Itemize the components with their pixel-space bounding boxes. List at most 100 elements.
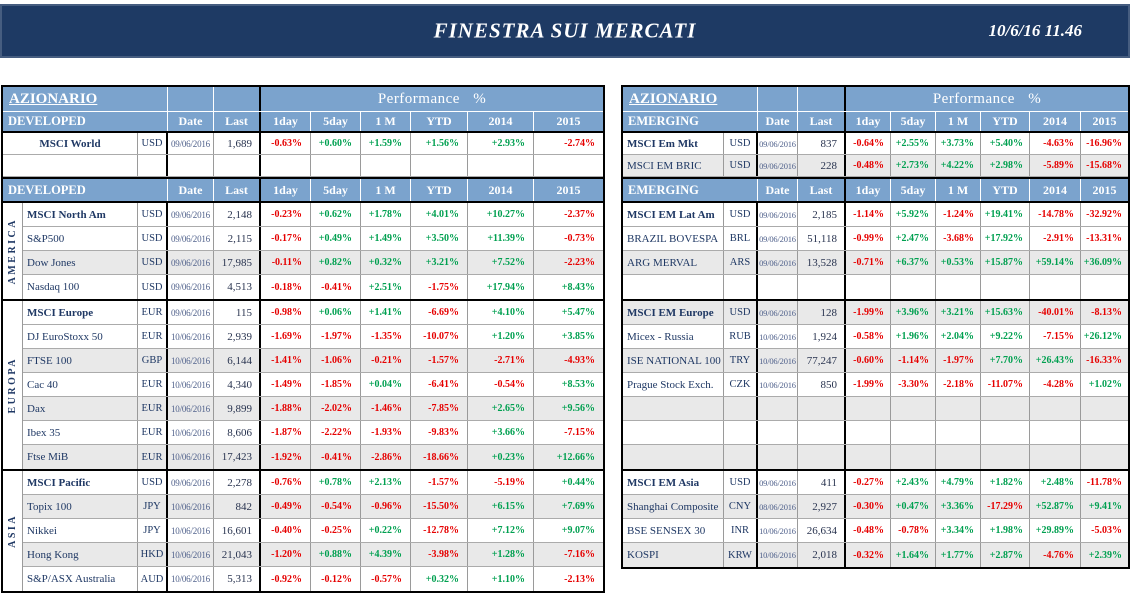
perf-1m: -3.68%	[936, 227, 981, 250]
last-price: 17,423	[214, 445, 261, 469]
perf-1m: +0.32%	[361, 251, 411, 274]
instrument-name: MSCI Em Mkt	[623, 133, 724, 154]
perf-2015: -5.03%	[1091, 525, 1122, 536]
perf-2014: -4.76%	[1030, 543, 1081, 567]
instrument-name: KOSPI	[623, 543, 724, 567]
perf-2015: -16.96%	[1086, 138, 1122, 149]
instrument-name: MSCI EM Europe	[623, 301, 724, 324]
perf-1m: +4.39%	[361, 543, 411, 566]
perf-2015: +5.47%	[561, 307, 595, 318]
perf-1day: -0.49%	[261, 495, 311, 518]
perf-ytd: +4.01%	[411, 203, 468, 226]
perf-2015	[1081, 275, 1128, 299]
perf-1day: -0.76%	[261, 471, 311, 494]
section-header: EMERGING	[623, 112, 758, 131]
last-price: 5,313	[214, 567, 261, 591]
last-price: 17,985	[214, 251, 261, 274]
perf-1m: +2.04%	[936, 325, 981, 348]
perf-1m: -1.46%	[361, 397, 411, 420]
price-date: 09/06/2016	[168, 203, 214, 226]
perf-5day: -0.25%	[311, 519, 361, 542]
perf-2015: -2.23%	[564, 257, 595, 268]
last-price: 2,018	[798, 543, 846, 567]
perf-5day: -3.30%	[891, 373, 936, 396]
currency-code: KRW	[724, 543, 758, 567]
currency-code: BRL	[724, 227, 758, 250]
perf-1m: +1.77%	[936, 543, 981, 567]
table-row: Ibex 35 EUR 10/06/2016 8,606 -1.87% -2.22% -1.…	[23, 421, 603, 445]
perf-1m	[936, 421, 981, 444]
col-header-1day: 1day	[846, 112, 891, 131]
perf-1day	[261, 155, 311, 176]
instrument-name: Ftse MiB	[23, 445, 138, 469]
perf-1m: +3.34%	[936, 519, 981, 542]
title-banner: FINESTRA SUI MERCATI 10/6/16 11.46	[0, 4, 1130, 58]
perf-ytd	[981, 397, 1030, 420]
col-header-5day: 5day	[311, 112, 361, 131]
table-row: Micex - Russia RUB 10/06/2016 1,924 -0.58% +1…	[623, 325, 1128, 349]
perf-1m: +1.41%	[361, 301, 411, 324]
perf-2014	[1030, 421, 1081, 444]
perf-ytd	[411, 155, 468, 176]
perf-1m: -0.96%	[361, 495, 411, 518]
price-date: 09/06/2016	[758, 471, 798, 494]
perf-2014: +3.66%	[468, 421, 534, 444]
perf-1m	[361, 155, 411, 176]
perf-1day: -1.99%	[846, 301, 891, 324]
perf-5day	[891, 445, 936, 469]
perf-1day: -1.20%	[261, 543, 311, 566]
region-label: EUROPA	[3, 301, 23, 469]
empty-row	[3, 155, 603, 177]
perf-1day: -0.71%	[846, 251, 891, 274]
perf-2014: -0.54%	[468, 373, 534, 396]
perf-1m: +2.13%	[361, 471, 411, 494]
price-date: 10/06/2016	[168, 519, 214, 542]
perf-ytd: -7.85%	[411, 397, 468, 420]
instrument-name	[623, 397, 724, 420]
last-price: 4,340	[214, 373, 261, 396]
perf-1day: -1.14%	[846, 203, 891, 226]
col-header-2014: 2014	[468, 179, 534, 201]
perf-2014: -5.19%	[468, 471, 534, 494]
perf-5day: +2.55%	[891, 133, 936, 154]
instrument-name: FTSE 100	[23, 349, 138, 372]
last-price: 411	[798, 471, 846, 494]
col-header-2014: 2014	[1030, 179, 1081, 201]
perf-1day: -1.87%	[261, 421, 311, 444]
perf-1m: -1.24%	[936, 203, 981, 226]
perf-1day: -0.64%	[846, 133, 891, 154]
price-date: 09/06/2016	[758, 155, 798, 176]
perf-2015: -8.13%	[1091, 307, 1122, 318]
price-date: 10/06/2016	[168, 445, 214, 469]
perf-2015: +7.69%	[561, 501, 595, 512]
perf-5day: +5.92%	[891, 203, 936, 226]
perf-1day: -1.88%	[261, 397, 311, 420]
col-header-5day: 5day	[311, 179, 361, 201]
last-price: 850	[798, 373, 846, 396]
currency-code: EUR	[138, 397, 168, 420]
perf-ytd: +3.21%	[411, 251, 468, 274]
column-header-band: EMERGING Date Last 1day 5day 1 M YTD 2014 2015	[623, 177, 1128, 201]
perf-ytd: +0.32%	[411, 567, 468, 591]
currency-code: USD	[138, 275, 168, 299]
col-header-1m: 1 M	[361, 112, 411, 131]
region-label: ASIA	[3, 471, 23, 591]
currency-code: USD	[138, 251, 168, 274]
perf-2015: +1.02%	[1088, 379, 1122, 390]
perf-ytd	[981, 275, 1030, 299]
table-row: MSCI Em Mkt USD 09/06/2016 837 -0.64% +2.55% +…	[623, 133, 1128, 155]
price-date: 09/06/2016	[168, 133, 214, 154]
last-price: 13,528	[798, 251, 846, 274]
perf-1day: -0.17%	[261, 227, 311, 250]
currency-code: EUR	[138, 373, 168, 396]
instrument-name: Ibex 35	[23, 421, 138, 444]
instrument-name: Shanghai Composite	[623, 495, 724, 518]
price-date: 10/06/2016	[758, 349, 798, 372]
perf-2015: -4.93%	[564, 355, 595, 366]
perf-1m	[936, 275, 981, 299]
table-row: ARG MERVAL ARS 09/06/2016 13,528 -0.71% +6.37…	[623, 251, 1128, 275]
price-date	[168, 155, 214, 176]
perf-5day: +2.47%	[891, 227, 936, 250]
region-group: MSCI EM Asia USD 09/06/2016 411 -0.27% +2.43%…	[623, 469, 1128, 567]
region-group: EUROPA MSCI Europe EUR 09/06/2016 115 -0.98% +…	[3, 299, 603, 469]
